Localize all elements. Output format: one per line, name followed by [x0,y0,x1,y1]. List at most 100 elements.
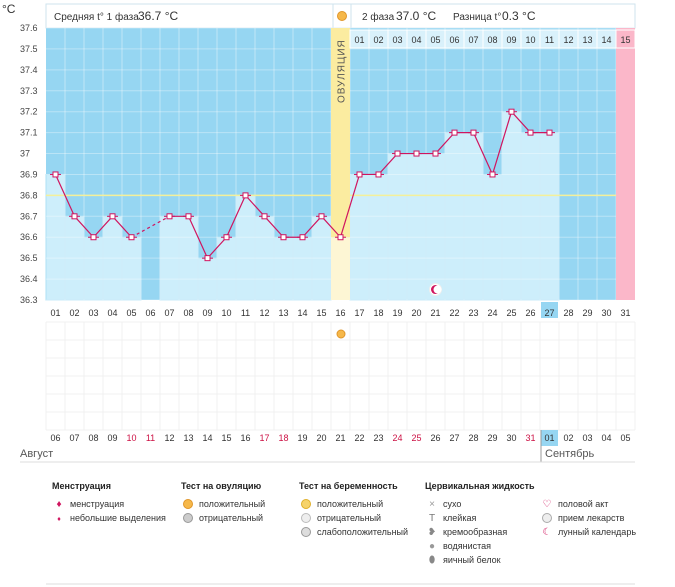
data-point [128,234,135,241]
legend-item: отрицательный [199,513,264,523]
series-line-segment [225,195,247,238]
data-point [546,129,553,136]
cycle-day-label: 29 [582,308,592,318]
legend-item: половой акт [558,499,609,509]
legend-item: кремообразная [443,527,508,537]
legend-item: прием лекарств [558,513,625,523]
cycle-day-label: 24 [487,308,497,318]
phase2-day-label: 13 [582,35,592,45]
phase2-day-label: 14 [601,35,611,45]
ovulation-column [331,28,350,238]
legend-pregnancy-title: Тест на беременность [299,481,398,491]
menstruation-column [616,28,635,300]
phase2-day-label: 15 [620,35,630,45]
cycle-day-label: 13 [278,308,288,318]
calendar-date-label: 01 [544,433,554,443]
pregnancy-positive-icon [301,499,311,510]
calendar-date-label: 25 [411,433,421,443]
cycle-day-label: 14 [297,308,307,318]
legend-item: отрицательный [317,513,382,523]
temperature-bar [216,236,237,301]
calendar-date-label: 11 [146,433,155,443]
egg-white-icon: ⬮ [428,555,436,566]
data-point [52,171,59,178]
data-point [261,213,268,220]
phase2-day-label: 09 [506,35,516,45]
phase2-value: 37.0 °C [396,9,436,23]
data-point [109,213,116,220]
data-point [185,213,192,220]
cycle-day-label: 02 [69,308,79,318]
phase1-value: 36.7 °C [138,9,178,23]
cycle-day-label: 30 [601,308,611,318]
cycle-day-label: 08 [183,308,193,318]
ovulation-bar [331,237,350,300]
series-gap-dashed [131,215,170,238]
calendar-date-label: 18 [278,433,288,443]
data-point [299,234,306,241]
data-point [223,234,230,241]
dry-icon: × [429,499,435,510]
series-line-segment [207,236,227,259]
calendar-date-label: 24 [392,433,402,443]
data-point [527,129,534,136]
phase2-day-label: 10 [525,35,535,45]
temperature-bar [406,153,427,301]
month-start-highlight [541,430,558,446]
diff-label: Разница t° [453,12,501,23]
cycle-day-label: 18 [373,308,383,318]
y-tick-label: 37.2 [20,107,38,117]
cycle-day-label: 10 [221,308,231,318]
sun-icon [337,11,347,21]
phase2-day-label: 12 [563,35,573,45]
legend-ovulation-title: Тест на овуляцию [181,481,262,491]
data-point [489,171,496,178]
calendar-date-label: 15 [221,433,231,443]
data-point [280,234,287,241]
legend-cervical-title: Цервикальная жидкость [425,481,535,491]
legend-item: менструация [70,499,125,509]
calendar-date-label: 12 [164,433,174,443]
series-line-segment [54,174,76,217]
cycle-day-label: 04 [107,308,117,318]
calendar-date-label: 06 [50,433,60,443]
calendar-date-label: 17 [259,433,269,443]
moon-shadow [433,285,442,294]
temperature-bar [273,236,294,301]
ovulation-label: ОВУЛЯЦИЯ [337,39,348,103]
data-point [451,129,458,136]
cycle-day-label: 03 [88,308,98,318]
calendar-date-label: 10 [126,433,136,443]
phase2-day-label: 04 [411,35,421,45]
legend-ovulation-test: Тест на овуляцию положительный отрицател… [181,481,265,525]
series-line-segment [435,132,455,154]
phase2-day-label: 11 [545,35,554,45]
pregnancy-negative-icon [301,513,311,524]
cycle-day-label: 12 [259,308,269,318]
data-point [356,171,363,178]
cycle-day-label: 20 [411,308,421,318]
data-point [204,255,211,262]
calendar-date-label: 05 [620,433,630,443]
cycle-day-label: 17 [354,308,364,318]
month-label-august: Август [20,448,53,460]
phase1-label: Средняя t° 1 фаза [54,11,139,23]
series-line-segment [378,153,398,175]
calendar-date-label: 22 [354,433,364,443]
calendar-date-label: 02 [563,433,573,443]
calendar-date-label: 08 [88,433,98,443]
cycle-day-label: 21 [430,308,440,318]
data-point [71,213,78,220]
calendar-date-label: 19 [297,433,307,443]
cycle-day-label: 28 [563,308,573,318]
temperature-bar [83,236,104,301]
calendar-date-label: 16 [240,433,250,443]
calendar-date-label: 09 [107,433,117,443]
series-line-segment [491,111,513,175]
y-tick-label: 36.7 [20,211,38,221]
cycle-day-label: 05 [126,308,136,318]
cycle-day-label: 26 [525,308,535,318]
small-drop-icon: ♦ [57,516,61,523]
y-tick-label: 37.6 [20,23,38,33]
